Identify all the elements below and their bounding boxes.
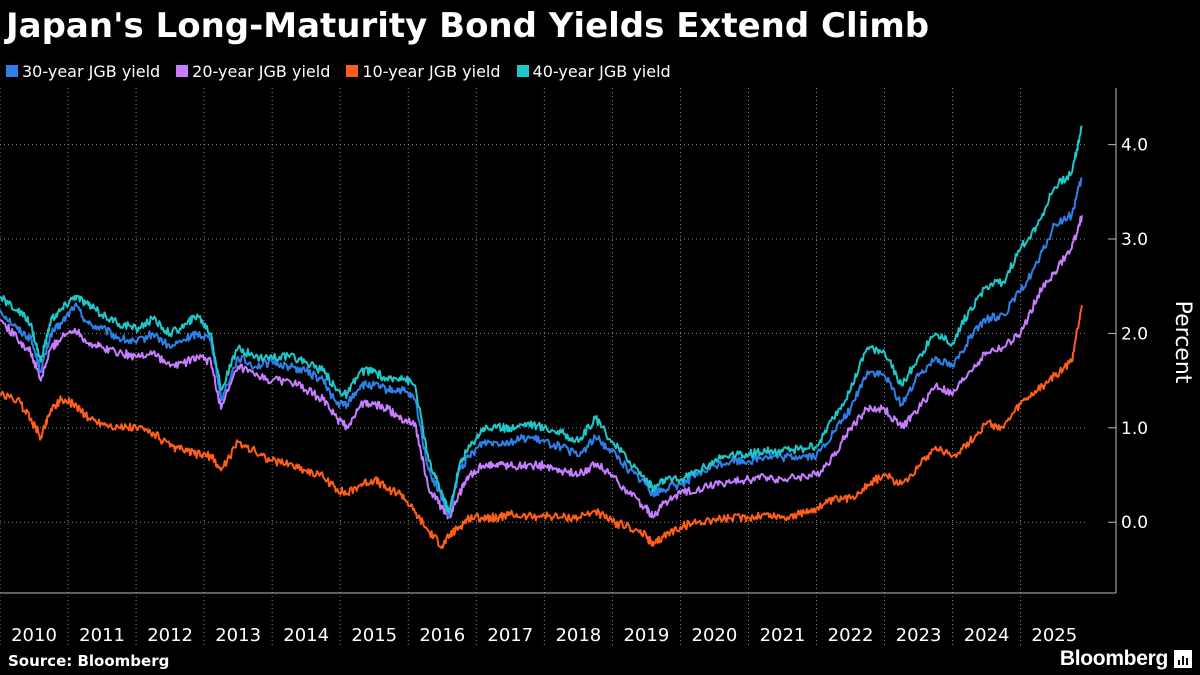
legend-item: 10-year JGB yield (346, 61, 501, 81)
x-tick-label: 2011 (79, 625, 125, 646)
legend-swatch (176, 65, 189, 77)
x-tick-label: 2022 (828, 625, 874, 646)
source-note: Source: Bloomberg (8, 652, 170, 670)
series-line (0, 177, 1083, 519)
legend-item: 40-year JGB yield (516, 61, 671, 81)
legend-swatch (516, 65, 529, 77)
legend-swatch (6, 65, 18, 77)
legend-label: 40-year JGB yield (532, 61, 671, 81)
y-tick-label: 3.0 (1121, 230, 1148, 250)
bloomberg-logo-icon (1174, 650, 1192, 668)
y-tick-label: 2.0 (1121, 324, 1148, 344)
x-tick-label: 2025 (1031, 625, 1077, 646)
x-tick-label: 2014 (283, 625, 329, 646)
x-tick-label: 2020 (692, 625, 738, 646)
legend-label: 20-year JGB yield (192, 61, 331, 81)
legend-item: 20-year JGB yield (176, 62, 330, 81)
x-tick-label: 2023 (896, 625, 942, 646)
brand: Bloomberg (1060, 647, 1192, 671)
series-line (0, 125, 1083, 514)
legend: 30-year JGB yield 20-year JGB yield 10-yea… (6, 60, 687, 82)
series-line (0, 215, 1083, 520)
x-tick-label: 2013 (215, 625, 261, 646)
x-tick-label: 2017 (487, 625, 533, 646)
x-tick-label: 2021 (760, 625, 806, 646)
x-tick-label: 2012 (147, 625, 193, 646)
y-tick-label: 4.0 (1121, 136, 1148, 156)
legend-swatch (346, 65, 359, 77)
y-tick-label: 1.0 (1121, 419, 1148, 439)
y-tick-label: 0.0 (1121, 513, 1148, 533)
x-tick-label: 2018 (555, 625, 601, 646)
x-tick-label: 2015 (351, 625, 397, 646)
legend-label: 30-year JGB yield (22, 61, 161, 81)
x-tick-label: 2024 (964, 625, 1010, 646)
series-line (0, 304, 1083, 549)
x-tick-label: 2019 (623, 625, 669, 646)
y-axis-title: Percent (1170, 301, 1195, 384)
x-tick-label: 2010 (11, 625, 57, 646)
legend-label: 10-year JGB yield (362, 61, 501, 81)
chart-title: Japan's Long-Maturity Bond Yields Extend… (6, 6, 930, 46)
legend-item: 30-year JGB yield (6, 62, 160, 81)
brand-name: Bloomberg (1059, 647, 1168, 670)
x-tick-label: 2016 (419, 625, 465, 646)
